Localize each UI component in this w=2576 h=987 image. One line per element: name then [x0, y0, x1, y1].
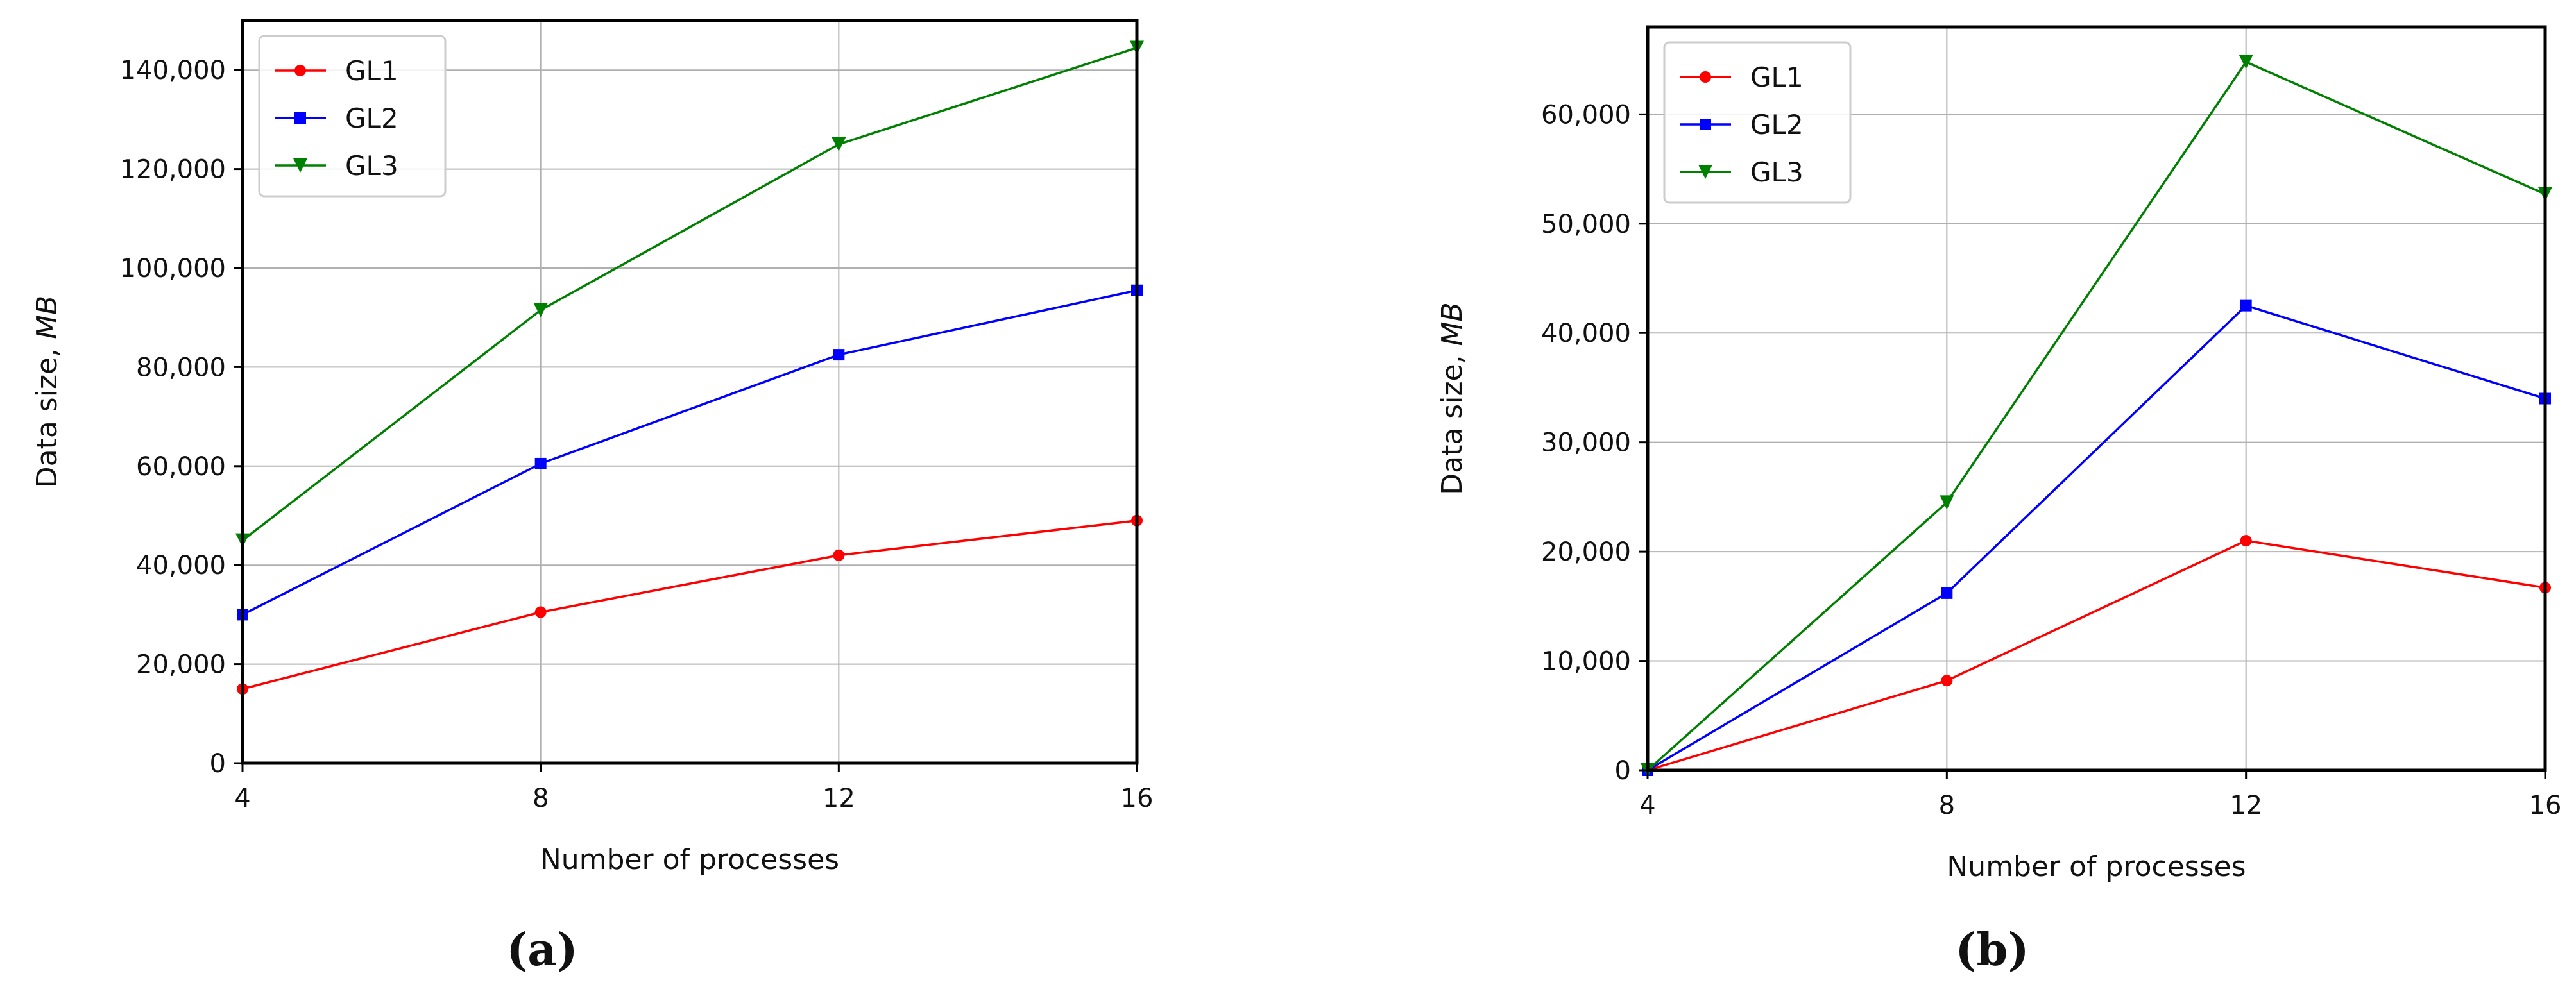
chart-b-y-tick-label-4: 40,000: [1541, 319, 1631, 348]
chart-a: 0 20,000 40,000 60,000 80,000 100,000 120,000 1…: [31, 19, 1154, 876]
chart-b-point-GL3-2: [2239, 55, 2253, 69]
chart-a-x-tick-label-1: 8: [533, 784, 549, 813]
chart-b-y-tick-label-3: 30,000: [1541, 428, 1631, 458]
chart-b: 0 10,000 20,000 30,000 40,000 50,000 60,000 4 8 1…: [1436, 25, 2562, 883]
chart-a-y-tick-label-3: 60,000: [136, 452, 226, 482]
chart-a-x-axis-label: Number of processes: [540, 843, 839, 876]
chart-a-legend-marker-GL2: [294, 112, 306, 124]
chart-b-series-line-GL2: [1647, 304, 2546, 772]
chart-b-y-axis-label: Data size, MB: [1436, 302, 1469, 495]
chart-b-y-tick-label-2: 20,000: [1541, 537, 1631, 567]
chart-b-point-GL3-1: [1940, 495, 1954, 510]
chart-b-legend-box: [1663, 41, 1852, 204]
chart-a-legend-marker-GL3: [293, 158, 307, 173]
chart-b-x-tick-label-1: 8: [1939, 791, 1955, 820]
chart-a-y-tick-label-4: 80,000: [136, 353, 226, 382]
chart-b-y-axis-label-prefix: Data size,: [1436, 346, 1469, 494]
chart-b-legend-label-GL2: GL2: [1750, 109, 1804, 140]
chart-b-plot-frame: [1646, 25, 2547, 772]
chart-b-x-axis-label: Number of processes: [1947, 850, 2246, 883]
chart-a-x-tick-label-3: 16: [1121, 784, 1154, 813]
chart-a-legend-label-GL1: GL1: [345, 55, 398, 87]
chart-b-y-tick-label-6: 60,000: [1541, 100, 1631, 130]
chart-a-point-GL2-2: [833, 349, 845, 361]
chart-a-point-GL3-1: [533, 303, 548, 317]
chart-a-point-GL1-2: [833, 549, 845, 561]
chart-b-legend-label-GL1: GL1: [1750, 62, 1804, 93]
chart-a-series-line-GL3: [241, 46, 1138, 541]
chart-a-y-tick-label-2: 40,000: [136, 551, 226, 580]
chart-a-y-tick-label-5: 100,000: [120, 254, 226, 283]
chart-a-x-tick-label-2: 12: [823, 784, 855, 813]
chart-a-y-tick-label-6: 120,000: [120, 155, 226, 185]
chart-a-point-GL3-2: [832, 137, 846, 151]
chart-a-series-line-GL2: [242, 289, 1138, 616]
chart-a-y-tick-label-0: 0: [210, 749, 226, 779]
chart-a-series-line-GL1: [242, 519, 1138, 690]
chart-b-y-axis-label-unit: MB: [1436, 302, 1469, 346]
chart-a-legend-label-GL2: GL2: [345, 103, 398, 134]
caption-b: (b): [1955, 923, 2029, 976]
chart-b-series-line-GL3: [1646, 60, 2546, 772]
chart-b-x-tick-label-3: 16: [2529, 791, 2562, 820]
chart-b-series-line-GL1: [1647, 539, 2546, 772]
chart-b-legend-marker-GL3: [1698, 165, 1712, 179]
chart-a-legend-marker-GL1: [294, 65, 306, 76]
chart-a-legend-box: [258, 35, 447, 198]
chart-b-point-GL1-2: [2240, 535, 2252, 547]
chart-b-legend-marker-GL2: [1700, 119, 1711, 130]
chart-b-x-tick-label-2: 12: [2230, 791, 2262, 820]
caption-a-text: (a): [506, 923, 578, 976]
caption-a: (a): [506, 923, 578, 976]
chart-a-point-GL2-1: [534, 457, 547, 469]
chart-a-y-axis-label-prefix: Data size,: [31, 339, 64, 488]
chart-b-y-tick-label-1: 10,000: [1541, 647, 1631, 677]
chart-a-x-tick-label-0: 4: [234, 784, 250, 813]
chart-b-legend-label-GL3: GL3: [1750, 156, 1804, 188]
chart-b-point-GL2-2: [2240, 299, 2252, 312]
chart-b-y-tick-label-5: 50,000: [1541, 210, 1631, 239]
chart-b-x-tick-label-0: 4: [1639, 791, 1655, 820]
caption-b-text: (b): [1955, 923, 2029, 976]
chart-a-y-tick-label-1: 20,000: [136, 650, 226, 680]
chart-a-y-tick-label-7: 140,000: [120, 56, 226, 85]
chart-b-y-tick-label-0: 0: [1615, 756, 1631, 786]
chart-b-legend-marker-GL1: [1700, 71, 1711, 83]
chart-a-plot-frame: [241, 19, 1139, 765]
chart-b-point-GL1-1: [1941, 675, 1953, 687]
chart-b-point-GL2-1: [1941, 587, 1953, 599]
chart-a-legend-label-GL3: GL3: [345, 150, 398, 181]
chart-a-point-GL1-1: [534, 606, 547, 618]
chart-a-y-axis-label: Data size, MB: [31, 296, 64, 489]
chart-a-y-axis-label-unit: MB: [31, 296, 64, 339]
